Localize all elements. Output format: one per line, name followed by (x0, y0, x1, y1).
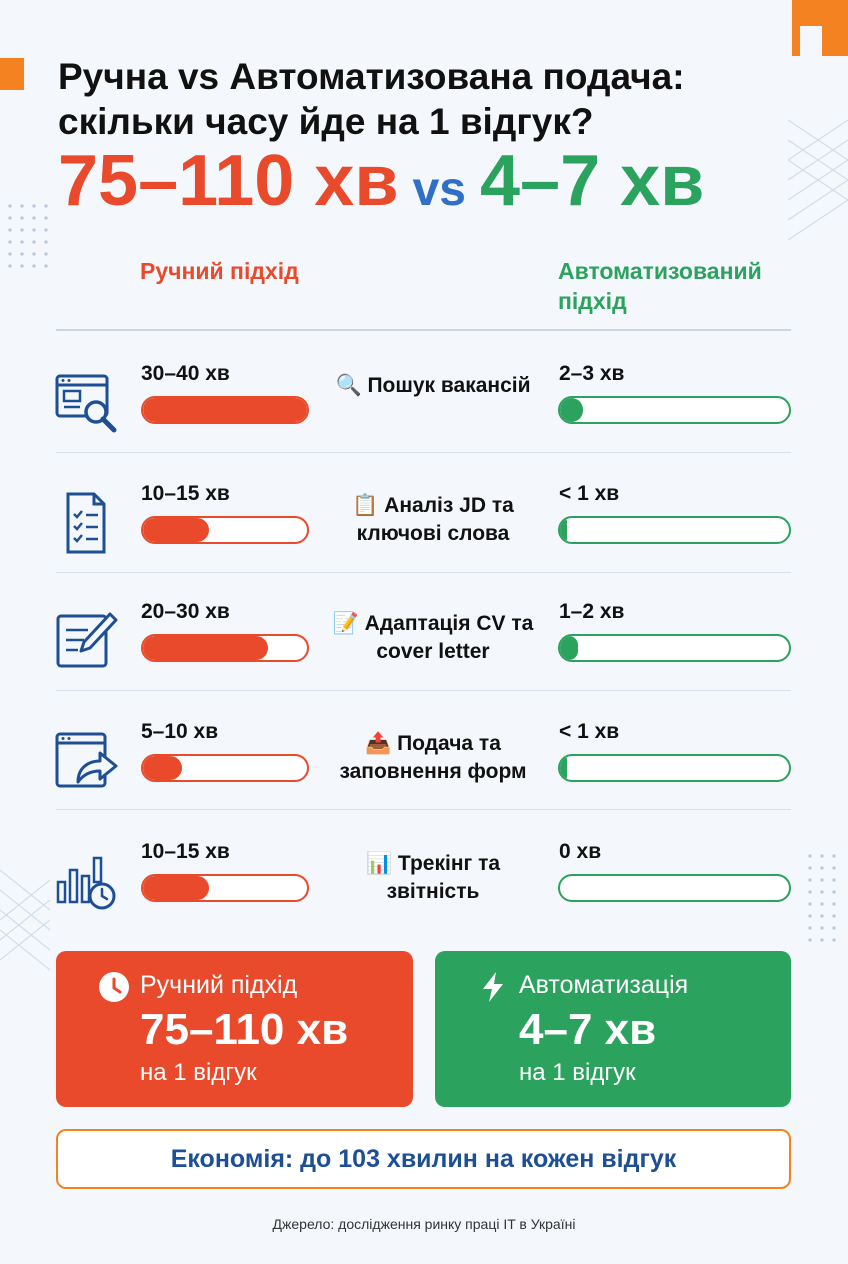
manual-bar-fill (143, 636, 268, 660)
auto-column-header: Автоматизований підхід (558, 258, 762, 314)
headline-auto-time: 4–7 хв (479, 141, 705, 221)
task-label: 🔍 Пошук вакансій (335, 374, 531, 397)
auto-summary-card: Автоматизація 4–7 хв на 1 відгук (435, 951, 791, 1107)
lightning-icon (483, 972, 503, 1002)
manual-bar-fill (143, 398, 307, 422)
auto-time-bar (558, 634, 791, 662)
manual-time-bar (141, 754, 309, 782)
auto-time: < 1 хв (559, 482, 620, 505)
auto-time-bar (558, 874, 791, 902)
line-pattern-decoration (788, 120, 848, 240)
manual-time: 5–10 хв (141, 720, 219, 743)
auto-bar-fill (560, 398, 583, 422)
row-divider (56, 572, 791, 573)
chart-clock-icon (56, 856, 116, 910)
clock-icon (99, 972, 129, 1002)
manual-bar-fill (143, 756, 183, 780)
comparison-row: 20–30 хв 📝 Адаптація CV та cover letter 1–… (0, 600, 848, 718)
edit-document-icon (56, 612, 118, 668)
page-title: Ручна vs Автоматизована подача: скільки … (58, 56, 685, 142)
header-divider (56, 329, 791, 331)
manual-bar-fill (143, 518, 209, 542)
comparison-row: 5–10 хв 📤 Подача та заповнення форм < 1 хв (0, 720, 848, 838)
headline-manual-time: 75–110 хв (58, 141, 399, 221)
saving-banner: Економія: до 103 хвилин на кожен відгук (56, 1129, 791, 1189)
manual-time-bar (141, 396, 309, 424)
comparison-row: 10–15 хв 📋 Аналіз JD та ключові слова < 1 … (0, 482, 848, 600)
auto-time: 2–3 хв (559, 362, 625, 385)
auto-summary-sub: на 1 відгук (519, 1059, 636, 1086)
manual-summary-value: 75–110 хв (140, 1005, 349, 1054)
manual-summary-sub: на 1 відгук (140, 1059, 257, 1086)
headline-vs: vs (412, 163, 466, 216)
manual-summary-label: Ручний підхід (140, 971, 298, 999)
line-pattern-decoration (0, 870, 50, 971)
checklist-icon (66, 492, 106, 554)
auto-time: 0 хв (559, 840, 602, 863)
manual-time-bar (141, 874, 309, 902)
manual-time: 10–15 хв (141, 840, 230, 863)
row-divider (56, 452, 791, 453)
dot-grid-decoration (804, 850, 844, 946)
manual-column-header: Ручний підхід (140, 258, 299, 284)
auto-summary-label: Автоматизація (519, 971, 689, 999)
manual-time-bar (141, 634, 309, 662)
auto-time: < 1 хв (559, 720, 620, 743)
search-window-icon (55, 374, 117, 433)
auto-bar-fill (560, 756, 567, 780)
task-label: 📊 Трекінг та звітність (365, 852, 501, 903)
orange-square-decoration (0, 58, 24, 90)
auto-summary-value: 4–7 хв (519, 1005, 657, 1054)
auto-time: 1–2 хв (559, 600, 625, 623)
auto-time-bar (558, 516, 791, 544)
headline-comparison: 75–110 хв vs 4–7 хв (58, 140, 704, 221)
comparison-row: 30–40 хв 🔍 Пошук вакансій 2–3 хв (0, 362, 848, 480)
row-divider (56, 690, 791, 691)
comparison-row: 10–15 хв 📊 Трекінг та звітність 0 хв (0, 840, 848, 958)
dot-grid-decoration (4, 200, 48, 272)
task-label: 📋 Аналіз JD та ключові слова (352, 494, 514, 545)
auto-bar-fill (560, 518, 567, 542)
manual-bar-fill (143, 876, 209, 900)
manual-time: 10–15 хв (141, 482, 230, 505)
manual-summary-card: Ручний підхід 75–110 хв на 1 відгук (56, 951, 413, 1107)
manual-time-bar (141, 516, 309, 544)
row-divider (56, 809, 791, 810)
manual-time: 20–30 хв (141, 600, 230, 623)
task-label: 📝 Адаптація CV та cover letter (332, 612, 534, 663)
manual-time: 30–40 хв (141, 362, 230, 385)
auto-time-bar (558, 754, 791, 782)
source-note: Джерело: дослідження ринку праці IT в Ук… (272, 1216, 576, 1232)
task-label: 📤 Подача та заповнення форм (339, 732, 527, 783)
corner-cutout-decoration (800, 26, 822, 56)
share-window-icon (55, 732, 118, 788)
auto-time-bar (558, 396, 791, 424)
auto-bar-fill (560, 636, 579, 660)
